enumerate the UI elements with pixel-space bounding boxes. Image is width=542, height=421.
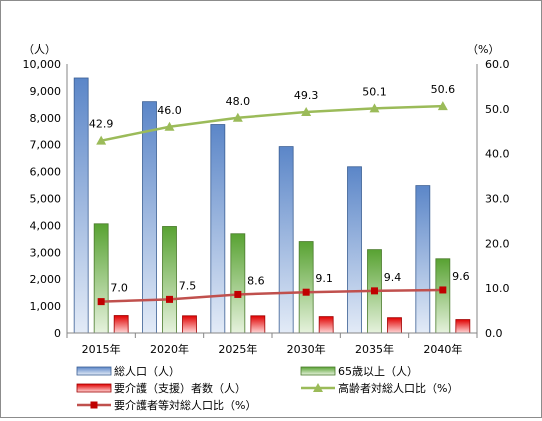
legend-item-total-population: 総人口（人）	[76, 364, 180, 378]
legend-item-care-recipients: 要介護（支援）者数（人）	[76, 381, 246, 395]
left-tick-label: 6,000	[30, 166, 62, 179]
left-axis-unit: （人）	[23, 43, 56, 56]
bar-total-population	[210, 124, 226, 334]
legend-marker-elderly-ratio	[313, 383, 323, 392]
data-label-elderly-ratio: 50.6	[431, 83, 456, 96]
bar-care-recipients	[455, 319, 471, 334]
bars	[73, 77, 471, 334]
line-care-ratio	[101, 288, 443, 303]
x-axis-labels: 2015年 2020年 2025年 2030年 2035年 2040年	[82, 342, 463, 356]
legend-marker-care-ratio	[90, 401, 98, 409]
line-elderly-ratio	[100, 104, 443, 142]
left-tick-label: 9,000	[30, 85, 62, 98]
legend-item-elderly: 65歳以上（人）	[300, 365, 418, 378]
data-label-care-ratio: 8.6	[247, 274, 265, 287]
bar-total-population	[278, 146, 294, 334]
left-tick-label: 3,000	[30, 246, 62, 259]
data-label-elderly-ratio: 48.0	[226, 95, 251, 108]
left-tick-label: 4,000	[30, 219, 62, 232]
x-tick-label: 2035年	[355, 342, 394, 356]
bar-total-population	[415, 185, 431, 334]
legend-item-elderly-ratio: 高齢者対総人口比（%）	[301, 381, 458, 395]
data-label-elderly-ratio: 50.1	[362, 85, 387, 98]
data-label-elderly-ratio: 49.3	[294, 89, 319, 102]
lines: 42.9 46.0 48.0 49.3 50.1 50.6 7.0 7.5 8.6 9.1 9.4 9…	[89, 83, 470, 306]
data-label-care-ratio: 9.4	[384, 271, 402, 284]
x-tick-label: 2015年	[82, 342, 121, 356]
marker-elderly-ratio	[232, 112, 243, 122]
left-tick-label: 8,000	[30, 112, 62, 125]
legend: 総人口（人） 65歳以上（人） 要介護（支援）者数（人） 高齢者対総人口比（%）…	[76, 364, 458, 412]
bar-elderly	[435, 258, 451, 334]
bar-care-recipients	[318, 316, 334, 334]
legend-label-care-ratio: 要介護者等対総人口比（%）	[114, 398, 256, 412]
data-label-care-ratio: 7.0	[110, 282, 128, 295]
marker-care-ratio	[371, 287, 378, 295]
left-tick-label: 1,000	[30, 300, 62, 313]
left-tick-label: 0	[54, 327, 61, 340]
x-tick-label: 2040年	[423, 342, 462, 356]
legend-swatch-elderly	[300, 366, 336, 376]
marker-care-ratio	[97, 298, 105, 306]
axes	[66, 64, 478, 338]
marker-elderly-ratio	[164, 121, 175, 131]
marker-elderly-ratio	[96, 135, 107, 145]
left-tick-label: 5,000	[30, 193, 62, 206]
marker-elderly-ratio	[437, 101, 448, 111]
legend-label-total-population: 総人口（人）	[114, 364, 180, 378]
right-tick-label: 30.0	[485, 193, 510, 206]
bar-care-recipients	[113, 315, 129, 334]
marker-care-ratio	[234, 290, 242, 298]
bar-elderly	[162, 226, 177, 334]
legend-label-care-recipients: 要介護（支援）者数（人）	[114, 381, 246, 395]
data-label-elderly-ratio: 46.0	[157, 104, 182, 117]
x-tick-label: 2025年	[218, 342, 257, 356]
bar-total-population	[73, 77, 89, 334]
left-axis-ticks: 0 1,000 2,000 3,000 4,000 5,000 6,000 7,000 8,00…	[23, 58, 62, 340]
marker-care-ratio	[439, 286, 447, 294]
bar-care-recipients	[250, 315, 266, 334]
right-axis-ticks: 0.0 10.0 20.0 30.0 40.0 50.0 60.0	[485, 58, 510, 340]
marker-care-ratio	[302, 288, 310, 296]
legend-swatch-care-recipients	[76, 383, 112, 393]
bar-care-recipients	[387, 317, 402, 334]
bar-total-population	[347, 166, 362, 334]
data-label-care-ratio: 9.6	[452, 270, 470, 283]
right-tick-label: 40.0	[485, 148, 510, 161]
data-label-care-ratio: 7.5	[179, 279, 197, 292]
marker-care-ratio	[166, 295, 173, 303]
marker-elderly-ratio	[301, 106, 312, 116]
right-tick-label: 0.0	[485, 327, 503, 340]
left-tick-label: 2,000	[30, 273, 62, 286]
right-tick-label: 10.0	[485, 282, 510, 295]
bar-total-population	[142, 101, 157, 334]
left-tick-label: 10,000	[23, 58, 62, 71]
x-tick-label: 2030年	[287, 342, 326, 356]
bar-elderly	[298, 241, 314, 334]
bar-care-recipients	[182, 315, 197, 334]
data-label-care-ratio: 9.1	[315, 272, 333, 285]
legend-item-care-ratio: 要介護者等対総人口比（%）	[77, 398, 256, 412]
data-label-elderly-ratio: 42.9	[89, 118, 114, 131]
right-tick-label: 50.0	[485, 103, 510, 116]
legend-swatch-total-population	[76, 366, 112, 376]
right-tick-label: 20.0	[485, 237, 510, 250]
right-tick-label: 60.0	[485, 58, 510, 71]
left-tick-label: 7,000	[30, 139, 62, 152]
right-axis-unit: （%）	[467, 43, 499, 56]
legend-label-elderly: 65歳以上（人）	[338, 365, 418, 378]
bar-elderly	[230, 233, 246, 334]
marker-elderly-ratio	[369, 103, 380, 113]
bar-elderly	[93, 223, 109, 334]
x-tick-label: 2020年	[150, 342, 189, 356]
legend-label-elderly-ratio: 高齢者対総人口比（%）	[338, 381, 458, 395]
